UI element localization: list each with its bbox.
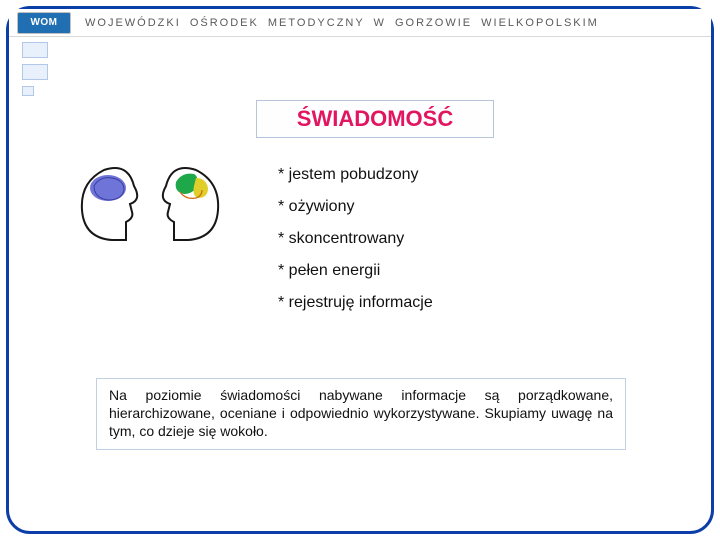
bullet-list: * jestem pobudzony * ożywiony * skoncent… bbox=[278, 166, 433, 312]
bullet-item: * rejestruję informacje bbox=[278, 294, 433, 312]
bullet-item: * pełen energii bbox=[278, 262, 433, 280]
header-bar: WOM WOJEWÓDZKI OŚRODEK METODYCZNY W GORZ… bbox=[9, 9, 711, 37]
wom-logo: WOM bbox=[17, 12, 71, 34]
bullet-item: * jestem pobudzony bbox=[278, 166, 433, 184]
two-heads-brain-illustration bbox=[72, 160, 228, 246]
slide-thumbnails bbox=[22, 42, 48, 96]
thumbnail-item bbox=[22, 64, 48, 80]
bullet-item: * ożywiony bbox=[278, 198, 433, 216]
slide-title: ŚWIADOMOŚĆ bbox=[256, 100, 494, 138]
thumbnail-item bbox=[22, 86, 34, 96]
thumbnail-item bbox=[22, 42, 48, 58]
org-title: WOJEWÓDZKI OŚRODEK METODYCZNY W GORZOWIE… bbox=[85, 17, 599, 29]
bullet-item: * skoncentrowany bbox=[278, 230, 433, 248]
description-paragraph: Na poziomie świadomości nabywane informa… bbox=[96, 378, 626, 450]
